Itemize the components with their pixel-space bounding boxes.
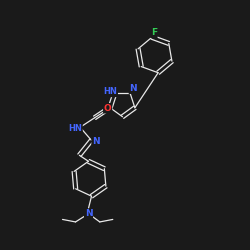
Text: O: O: [104, 104, 112, 113]
Text: HN: HN: [68, 124, 82, 133]
Text: N: N: [129, 84, 137, 93]
Text: N: N: [85, 209, 92, 218]
Text: F: F: [151, 28, 157, 37]
Text: HN: HN: [104, 88, 117, 96]
Text: N: N: [92, 137, 100, 146]
